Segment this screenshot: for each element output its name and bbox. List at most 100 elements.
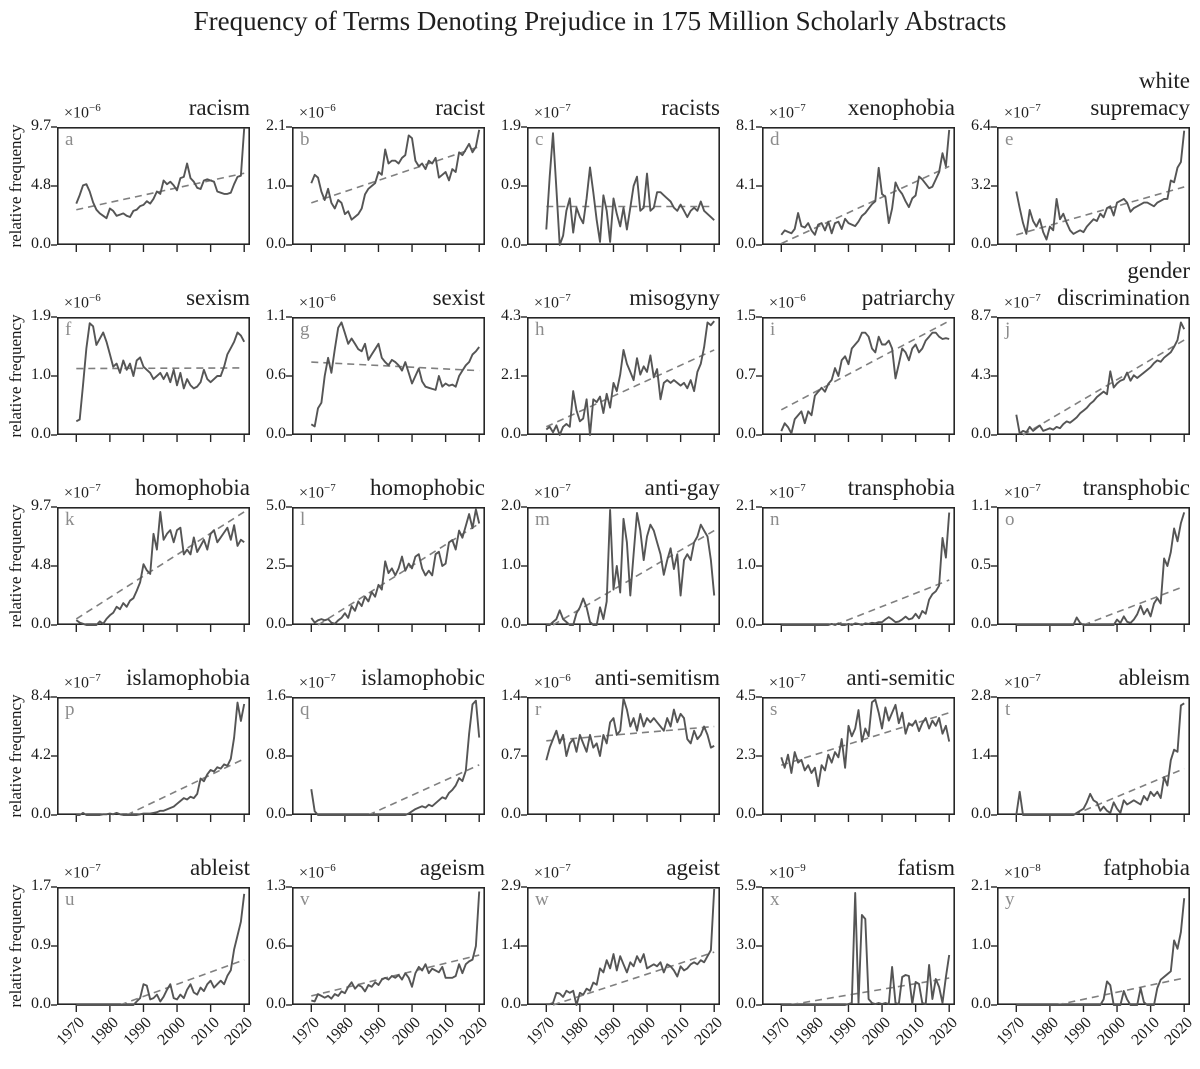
panel-letter: h [535, 319, 545, 340]
y-tick-label: 0.0 [736, 995, 756, 1012]
y-tick-label: 4.5 [736, 687, 756, 704]
plot-frame [57, 317, 250, 436]
trend-line [546, 725, 715, 742]
panel-title: ageist [666, 855, 720, 880]
y-axis-label: relative frequency [6, 504, 25, 628]
trend-line [1022, 339, 1185, 436]
y-tick-label: 0.0 [971, 995, 991, 1012]
plot-frame [57, 507, 250, 626]
panel-letter: f [65, 319, 72, 340]
data-series [310, 699, 481, 816]
plot-frame [762, 127, 955, 246]
data-series [545, 320, 715, 436]
y-tick-label: 0.0 [501, 425, 521, 442]
panel-letter: r [535, 699, 542, 720]
plot-frame [292, 127, 485, 246]
panel-letter: w [535, 889, 549, 910]
trend-line [834, 579, 950, 626]
y-axis-exponent: ×10−6 [534, 672, 571, 692]
plot-frame [527, 697, 720, 816]
y-tick-label: 2.1 [736, 497, 756, 514]
y-tick-label: 8.4 [31, 687, 51, 704]
panel-letter: i [770, 319, 776, 340]
panel-letter: l [300, 509, 306, 530]
data-series [75, 322, 246, 423]
trend-line [1056, 977, 1185, 1006]
data-series [546, 888, 716, 1006]
panel-letter: t [1005, 699, 1011, 720]
line-chart [991, 506, 1190, 632]
y-tick-label: 2.1 [501, 366, 521, 383]
y-tick-label: 0.6 [266, 936, 286, 953]
trend-line [552, 951, 715, 1006]
y-tick-label: 4.3 [971, 366, 991, 383]
panel-letter: e [1005, 129, 1014, 150]
line-chart [286, 696, 485, 822]
y-tick-label: 0.0 [266, 805, 286, 822]
y-tick-label: 2.5 [266, 556, 286, 573]
y-tick-label: 0.0 [501, 615, 521, 632]
y-tick-label: 1.3 [266, 877, 286, 894]
y-axis-exponent: ×10−6 [64, 102, 101, 122]
plot-frame [292, 507, 485, 626]
panel-letter: v [300, 889, 310, 910]
y-axis-label: relative frequency [6, 884, 25, 1008]
plot-frame [57, 887, 250, 1006]
panel-letter: q [300, 699, 310, 720]
y-tick-label: 1.1 [971, 497, 991, 514]
panel-title: misogyny [629, 285, 720, 310]
y-tick-label: 0.0 [266, 995, 286, 1012]
plot-frame [292, 697, 485, 816]
y-tick-label: 0.7 [501, 746, 521, 763]
y-tick-label: 5.0 [266, 497, 286, 514]
plot-frame [527, 127, 720, 246]
y-axis-exponent: ×10−7 [534, 862, 571, 882]
line-chart [286, 316, 485, 442]
data-series [1016, 512, 1186, 626]
line-chart [991, 696, 1190, 822]
y-tick-label: 0.0 [971, 805, 991, 822]
line-chart [756, 886, 955, 1012]
y-axis-exponent: ×10−7 [534, 292, 571, 312]
data-series [1015, 702, 1185, 816]
y-axis-exponent: ×10−7 [64, 672, 101, 692]
panel-title: racists [661, 95, 720, 120]
y-tick-label: 0.9 [31, 936, 51, 953]
panel-title: sexism [186, 285, 250, 310]
y-axis-label: relative frequency [6, 694, 25, 818]
plot-frame [292, 317, 485, 436]
panel-title: transphobic [1082, 475, 1190, 500]
data-series [76, 701, 246, 816]
y-tick-label: 0.0 [736, 615, 756, 632]
trend-line [311, 954, 480, 997]
data-series [310, 321, 480, 428]
y-tick-label: 0.0 [971, 425, 991, 442]
panel-title: racism [188, 95, 250, 120]
y-tick-label: 0.5 [971, 556, 991, 573]
y-tick-label: 1.1 [266, 307, 286, 324]
panel-letter: c [535, 129, 544, 150]
y-tick-label: 0.0 [736, 805, 756, 822]
trend-line [368, 764, 480, 816]
y-tick-label: 0.0 [31, 425, 51, 442]
y-tick-label: 4.3 [501, 307, 521, 324]
trend-line [317, 522, 480, 626]
panel-letter: u [65, 889, 75, 910]
panel-title: transphobia [847, 475, 955, 500]
y-tick-label: 2.0 [501, 497, 521, 514]
y-tick-label: 4.8 [31, 556, 51, 573]
plot-frame [997, 127, 1190, 246]
panel-letter: a [65, 129, 74, 150]
line-chart [756, 506, 955, 632]
trend-line [791, 977, 950, 1006]
line-chart [991, 126, 1190, 252]
plot-frame [997, 507, 1190, 626]
panel-title: gender discrimination [1057, 258, 1190, 310]
panel-letter: o [1005, 509, 1015, 530]
line-chart [521, 316, 720, 442]
line-chart [51, 696, 250, 822]
trend-line [1016, 186, 1185, 236]
data-series [780, 129, 951, 236]
panel-title: ageism [419, 855, 485, 880]
y-tick-label: 9.7 [31, 117, 51, 134]
